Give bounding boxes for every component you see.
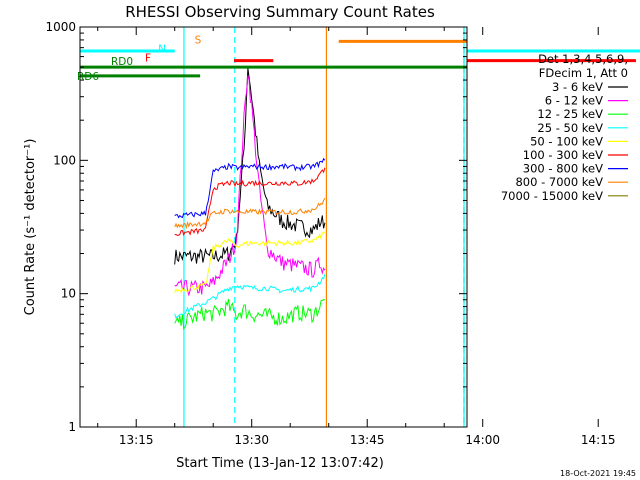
series-line-4-segment-0	[174, 231, 326, 294]
legend-entry-label: 300 - 800 keV	[523, 162, 603, 176]
x-tick-label: 13:30	[234, 433, 269, 447]
plot-frame	[79, 26, 468, 428]
y-tick-label: 1	[68, 420, 76, 434]
x-tick-label: 14:15	[581, 433, 616, 447]
flag-label-s: S	[195, 34, 202, 46]
legend-entry-label: 100 - 300 keV	[523, 148, 603, 162]
x-tick-label: 13:15	[119, 433, 154, 447]
legend-entry-label: 50 - 100 keV	[530, 134, 603, 148]
generated-timestamp: 18-Oct-2021 19:45	[560, 469, 636, 478]
series-line-1-segment-0	[174, 75, 326, 297]
legend-entry-label: 25 - 50 keV	[537, 121, 603, 135]
legend-header-line-1: Det 1,3,4,5,6,9,	[538, 52, 628, 66]
legend-entry-label: 12 - 25 keV	[537, 107, 603, 121]
x-tick-label: 14:00	[465, 433, 500, 447]
legend-entry-label: 6 - 12 keV	[545, 94, 603, 108]
series-line-6-segment-0	[174, 157, 326, 219]
x-axis-title: Start Time (13-Jan-12 13:07:42)	[176, 456, 384, 471]
y-tick-label: 10	[61, 287, 76, 301]
y-tick-label: 100	[53, 153, 76, 167]
legend-entry-label: 7000 - 15000 keV	[501, 189, 603, 203]
chart-title: RHESSI Observing Summary Count Rates	[125, 3, 435, 21]
series-line-5-segment-0	[174, 167, 326, 237]
series-line-3-segment-0	[174, 274, 326, 319]
flag-label-rd0: RD0	[111, 56, 133, 68]
series-line-0-segment-0	[174, 68, 326, 265]
y-axis-title: Count Rate (s⁻¹ detector⁻¹)	[23, 139, 38, 316]
series-layer	[174, 68, 326, 331]
legend: Det 1,3,4,5,6,9, FDecim 1, Att 0 3 - 6 k…	[501, 52, 628, 203]
flag-label-n: N	[158, 44, 166, 56]
legend-entry-label: 800 - 7000 keV	[515, 175, 603, 189]
axis-ticks: 13:1513:3013:4514:0014:1514:3014:4511010…	[45, 20, 616, 447]
vertical-marker-layer	[183, 27, 465, 427]
flag-label-f: F	[145, 53, 151, 65]
x-tick-label: 13:45	[350, 433, 385, 447]
legend-entry-label: 3 - 6 keV	[552, 80, 603, 94]
legend-header-line-2: FDecim 1, Att 0	[539, 66, 628, 80]
series-line-7-segment-0	[174, 197, 326, 230]
series-line-2-segment-0	[174, 298, 326, 331]
y-tick-label: 1000	[45, 20, 76, 34]
